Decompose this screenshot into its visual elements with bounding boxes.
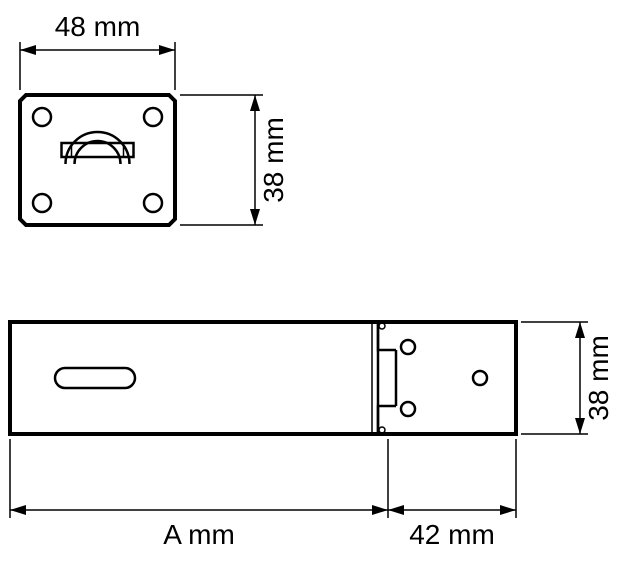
top-plate-hole [33, 108, 51, 126]
bracket-hole [401, 340, 415, 354]
dim-label-bottom-height: 38 mm [583, 335, 614, 421]
bracket-step-top [378, 322, 396, 350]
hasp-slot [55, 368, 135, 388]
top-plate-hole [33, 194, 51, 212]
dim-label-bottom-right: 42 mm [409, 519, 495, 550]
bracket-hole [401, 402, 415, 416]
top-plate-hole [144, 108, 162, 126]
dim-label-top-height: 38 mm [258, 117, 289, 203]
dim-label-bottom-length: A mm [163, 519, 235, 550]
staple-arc-inner [75, 141, 121, 164]
top-plate-hole [144, 194, 162, 212]
bracket-hole [473, 371, 487, 385]
bracket-step-bottom [378, 406, 396, 434]
hasp-outline [10, 322, 516, 434]
dim-label-top-width: 48 mm [55, 11, 141, 42]
top-plate-outline [20, 95, 175, 225]
